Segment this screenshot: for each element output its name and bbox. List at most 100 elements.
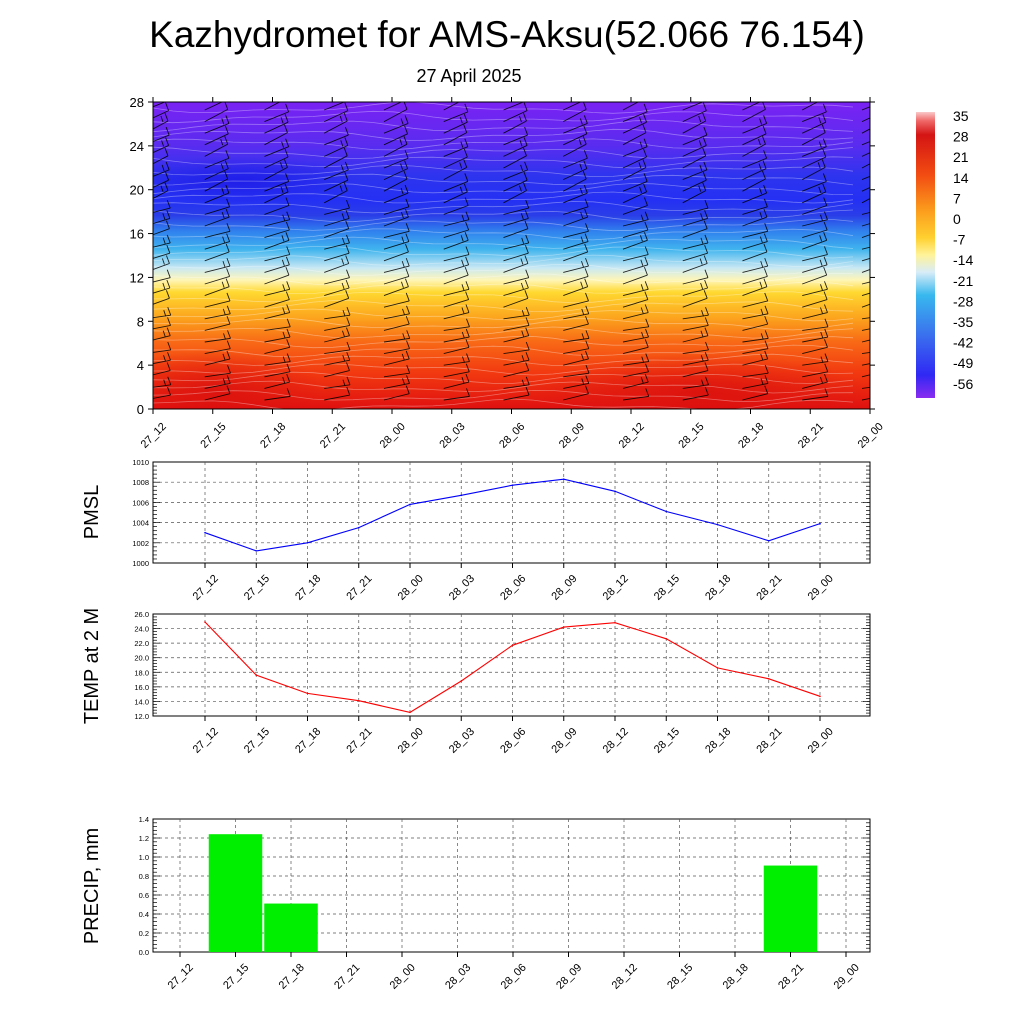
contour-line — [153, 326, 854, 339]
wind-barb — [324, 386, 351, 401]
wind-barb — [802, 291, 828, 308]
wind-barb — [503, 255, 529, 273]
data-point — [716, 667, 719, 669]
wind-barb — [153, 199, 171, 213]
wind-barb — [204, 136, 229, 157]
wind-barb — [204, 257, 231, 273]
wind-barb — [563, 184, 588, 204]
ytick-label: 26.0 — [134, 610, 149, 619]
wind-barb — [682, 234, 709, 250]
wind-barb — [503, 269, 530, 285]
data-point — [665, 510, 668, 513]
wind-barb — [802, 138, 827, 157]
wind-barb — [861, 246, 870, 250]
wind-barb — [383, 292, 410, 308]
wind-barb — [264, 232, 290, 250]
precip-ylabel: PRECIP, mm — [81, 828, 103, 944]
wind-barb — [802, 353, 829, 366]
wind-barb — [861, 257, 870, 262]
data-point — [665, 637, 668, 640]
wind-barb — [264, 221, 290, 239]
wind-barb — [204, 115, 230, 134]
wind-barb — [383, 102, 408, 122]
wind-barb — [861, 186, 870, 192]
temperature-plot: 12.0 14.0 16.0 18.0 20.0 22.0 24.0 26.0 27_12 27_… — [134, 610, 871, 756]
wind-barb — [153, 352, 171, 365]
wind-barb — [204, 233, 231, 250]
wind-barb — [153, 220, 170, 236]
wind-barb — [264, 102, 281, 111]
data-point — [614, 490, 616, 493]
wind-barb — [264, 138, 290, 157]
wind-barb — [264, 246, 291, 262]
cross-section-panel: 0 4 8 12 16 20 24 28 27_12 27_15 27_18 27_21 28_00 28… — [130, 95, 886, 451]
wind-barb — [324, 147, 348, 169]
wind-barb — [742, 102, 761, 111]
wind-barb — [802, 256, 828, 273]
data-point — [767, 539, 770, 542]
data-point — [204, 621, 206, 623]
wind-barb — [682, 352, 709, 366]
colorbar-label: 14 — [953, 170, 969, 186]
wind-barb — [383, 150, 409, 169]
wind-barb — [682, 290, 708, 308]
wind-barb — [264, 183, 289, 204]
wind-barb — [503, 161, 529, 181]
xtick-label: 28_06 — [498, 726, 528, 756]
wind-barb — [443, 353, 470, 366]
contour-line — [153, 119, 854, 133]
wind-barb — [622, 148, 647, 169]
wind-barb — [861, 211, 870, 215]
wind-barb — [861, 303, 870, 308]
wind-barb — [861, 152, 870, 157]
wind-barb — [383, 385, 410, 401]
wind-barb — [503, 210, 529, 227]
xtick-label: 28_03 — [447, 573, 477, 603]
wind-barb — [443, 103, 469, 123]
xtick-label: 28_00 — [396, 573, 426, 603]
contour-line — [153, 363, 854, 376]
wind-barb — [153, 327, 171, 341]
wind-barb — [622, 103, 648, 123]
wind-barb — [622, 114, 647, 134]
wind-barb — [383, 198, 410, 215]
wind-barb — [443, 281, 470, 297]
wind-barb — [324, 327, 350, 343]
wind-barb — [153, 161, 170, 177]
wind-barb — [802, 304, 828, 320]
ytick-label: 14.0 — [134, 697, 149, 706]
wind-barb — [682, 327, 709, 343]
wind-barb — [204, 315, 231, 331]
wind-barb — [443, 318, 470, 331]
wind-barb — [383, 184, 409, 204]
colorbar-label: -42 — [953, 335, 973, 351]
wind-barb — [802, 318, 829, 331]
wind-barb — [443, 114, 468, 134]
ytick-label: 12.0 — [134, 712, 149, 721]
wind-barb — [742, 208, 768, 227]
data-point — [511, 484, 514, 487]
contour-line — [153, 173, 854, 186]
cross-section-xtick-label: 27_15 — [198, 421, 228, 451]
wind-barb — [563, 278, 589, 297]
wind-barb — [443, 124, 468, 146]
xtick-label: 29_00 — [832, 962, 862, 992]
wind-barb — [324, 210, 350, 227]
wind-barb — [264, 197, 290, 215]
contour-line — [153, 308, 854, 322]
wind-barb — [802, 114, 827, 134]
wind-barb — [861, 223, 870, 227]
wind-barb — [443, 148, 468, 169]
xtick-label: 28_21 — [776, 962, 806, 992]
wind-barb — [682, 210, 709, 227]
wind-barb — [153, 210, 171, 225]
wind-barb — [861, 374, 870, 378]
wind-barb — [682, 172, 707, 192]
wind-barb — [742, 268, 768, 285]
wind-barb — [861, 106, 870, 111]
wind-barb — [383, 208, 409, 227]
wind-barb — [204, 150, 230, 169]
contour-line — [153, 182, 854, 195]
contour-lines — [153, 102, 854, 409]
xtick-label: 28_18 — [703, 726, 733, 756]
